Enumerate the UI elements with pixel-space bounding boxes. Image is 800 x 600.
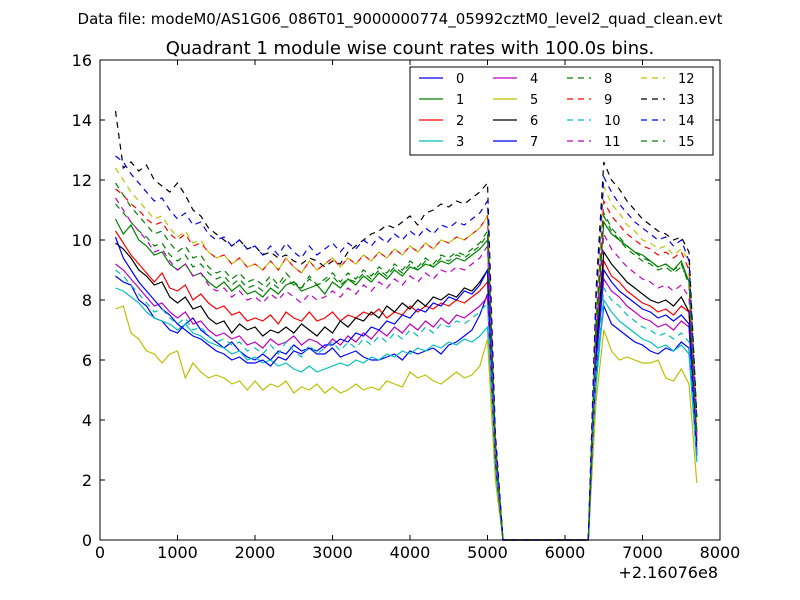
series-line-12 (114, 167, 698, 541)
y-tick-label: 2 (82, 471, 92, 490)
x-tick-label: 0 (95, 543, 105, 562)
legend-label-8: 8 (604, 72, 612, 87)
series-line-9 (115, 188, 698, 541)
legend-label-13: 13 (678, 93, 695, 108)
series-line-7 (114, 236, 698, 541)
legend-label-9: 9 (604, 93, 612, 108)
chart-title: Quadrant 1 module wise count rates with … (166, 38, 655, 59)
legend-label-14: 14 (678, 114, 695, 129)
series-line-10 (115, 269, 698, 541)
series-line-14 (115, 155, 698, 541)
y-tick-label: 16 (72, 51, 92, 70)
series-line-5 (115, 305, 698, 541)
y-tick-label: 0 (82, 531, 92, 550)
legend-label-3: 3 (456, 135, 464, 150)
series-line-13 (114, 110, 698, 541)
series-line-4 (115, 263, 698, 541)
x-tick-label: 6000 (545, 543, 586, 562)
y-tick-label: 10 (72, 231, 92, 250)
legend-label-1: 1 (456, 93, 464, 108)
x-tick-label: 4000 (390, 543, 431, 562)
x-tick-label: 1000 (157, 543, 198, 562)
legend-label-2: 2 (456, 114, 464, 129)
y-tick-label: 14 (72, 111, 92, 130)
y-tick-label: 12 (72, 171, 92, 190)
legend-label-12: 12 (678, 72, 695, 87)
series-line-8 (115, 203, 698, 541)
series-line-6 (115, 242, 698, 541)
legend-label-7: 7 (530, 135, 538, 150)
legend-label-6: 6 (530, 114, 538, 129)
legend-label-0: 0 (456, 72, 464, 87)
legend-label-5: 5 (530, 93, 538, 108)
x-offset-label: +2.16076e8 (618, 563, 718, 582)
legend-label-11: 11 (604, 135, 621, 150)
x-tick-label: 3000 (312, 543, 353, 562)
axes-layer: 0 1000 2000 3000 4000 5000 6000 7000 80000246810… (72, 51, 741, 562)
legend-label-15: 15 (678, 135, 695, 150)
chart-suptitle: Data file: modeM0/AS1G06_086T01_90000007… (78, 10, 723, 29)
x-tick-label: 8000 (700, 543, 741, 562)
series-line-3 (115, 287, 698, 541)
y-tick-label: 8 (82, 291, 92, 310)
x-tick-label: 7000 (622, 543, 663, 562)
x-tick-label: 2000 (235, 543, 276, 562)
series-layer (114, 110, 698, 541)
series-line-15 (114, 182, 698, 541)
series-line-2 (114, 230, 698, 541)
series-line-11 (114, 197, 698, 541)
legend-frame (409, 66, 714, 156)
series-line-0 (115, 275, 698, 541)
x-tick-label: 5000 (467, 543, 508, 562)
y-tick-label: 4 (82, 411, 92, 430)
y-tick-label: 6 (82, 351, 92, 370)
legend-label-10: 10 (604, 114, 621, 129)
legend-label-4: 4 (530, 72, 538, 87)
